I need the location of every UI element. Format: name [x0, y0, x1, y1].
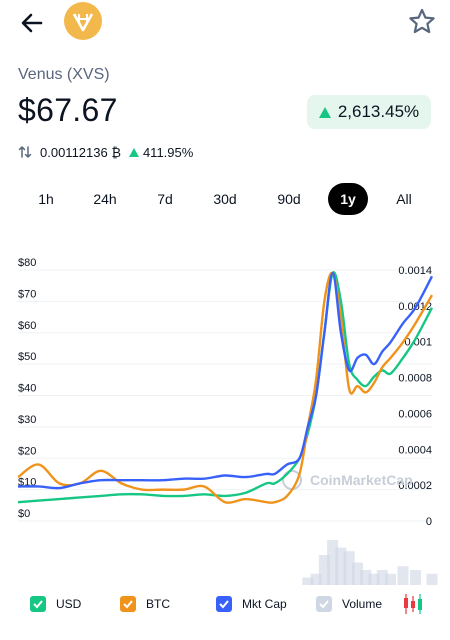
price-change-badge: 2,613.45% — [307, 95, 431, 129]
chart-legend: USD BTC Mkt Cap Volume — [0, 592, 450, 622]
volume-bar — [409, 570, 421, 585]
volume-bar — [376, 570, 388, 585]
legend-usd-check-icon — [30, 596, 46, 612]
right-axis-tick: 0 — [426, 516, 432, 528]
btc-price-row: 0.00112136 ₿ 411.95% — [18, 143, 193, 161]
right-axis-tick: 0.0002 — [398, 480, 432, 492]
legend-volume[interactable]: Volume — [316, 596, 382, 612]
candlestick-icon — [404, 594, 422, 614]
header — [0, 0, 450, 48]
left-axis-tick: $20 — [18, 445, 36, 457]
volume-bar — [385, 573, 397, 585]
btc-change: 411.95% — [128, 144, 194, 160]
volume-bar — [351, 562, 363, 585]
price: $67.67 — [18, 92, 118, 128]
series-line-btc — [17, 271, 434, 504]
volume-bar — [426, 573, 438, 585]
back-button[interactable] — [16, 8, 50, 38]
tab-7d[interactable]: 7d — [157, 191, 173, 207]
right-axis-tick: 0.0004 — [398, 444, 432, 456]
tab-90d[interactable]: 90d — [277, 191, 301, 207]
legend-usd-label: USD — [56, 597, 82, 611]
btc-change-value: 411.95% — [142, 144, 194, 160]
legend-mktcap[interactable]: Mkt Cap — [216, 596, 287, 612]
series-line-usd — [17, 271, 434, 504]
tab-1h[interactable]: 1h — [38, 191, 54, 207]
legend-volume-check-icon — [316, 596, 332, 612]
volume-bar — [343, 551, 355, 585]
volume-bar — [360, 570, 372, 585]
candlestick-button[interactable] — [402, 592, 424, 616]
up-arrow-icon — [318, 106, 331, 118]
legend-mktcap-label: Mkt Cap — [242, 597, 287, 611]
left-axis-tick: $30 — [18, 414, 36, 426]
right-axis-tick: 0.001 — [404, 337, 432, 349]
legend-usd[interactable]: USD — [30, 596, 81, 612]
left-axis-tick: $70 — [18, 288, 36, 300]
left-axis-tick: $40 — [18, 383, 36, 395]
btc-price: 0.00112136 ₿ — [40, 144, 121, 160]
volume-bar — [397, 566, 409, 585]
swap-icon — [18, 146, 32, 158]
tab-1y[interactable]: 1y — [328, 183, 368, 215]
price-change-value: 2,613.45% — [337, 102, 420, 121]
volume-bar — [327, 540, 339, 585]
arrow-left-icon — [21, 13, 43, 33]
tab-30d[interactable]: 30d — [213, 191, 237, 207]
legend-volume-label: Volume — [342, 597, 383, 611]
volume-bar — [335, 547, 347, 585]
volume-bar — [302, 577, 314, 585]
right-axis-tick: 0.0008 — [398, 373, 432, 385]
tab-all[interactable]: All — [396, 191, 412, 207]
volume-bar — [310, 573, 322, 585]
left-axis-tick: $50 — [18, 351, 36, 363]
legend-btc-label: BTC — [146, 597, 170, 611]
watchlist-star-button[interactable] — [406, 6, 438, 38]
right-axis-tick: 0.0006 — [398, 408, 432, 420]
up-arrow-icon — [128, 147, 139, 157]
price-chart[interactable]: $80$70$60$50$40$30$20$10$00.00140.00120.… — [0, 255, 450, 585]
timeframe-tabs: 1h 24h 7d 30d 90d 1y All — [0, 183, 450, 215]
volume-bar — [368, 573, 380, 585]
legend-mktcap-check-icon — [216, 596, 232, 612]
legend-btc[interactable]: BTC — [120, 596, 170, 612]
watermark-text: CoinMarketCap — [310, 472, 413, 488]
legend-btc-check-icon — [120, 596, 136, 612]
venus-logo-icon — [64, 2, 102, 40]
left-axis-tick: $60 — [18, 320, 36, 332]
right-axis-tick: 0.0014 — [398, 265, 432, 277]
left-axis-tick: $0 — [18, 508, 30, 520]
volume-bar — [318, 555, 330, 585]
tab-24h[interactable]: 24h — [93, 191, 117, 207]
coin-name: Venus (XVS) — [18, 66, 110, 83]
series-line-mkt-cap — [17, 271, 434, 490]
star-icon — [409, 8, 435, 34]
left-axis-tick: $80 — [18, 257, 36, 269]
